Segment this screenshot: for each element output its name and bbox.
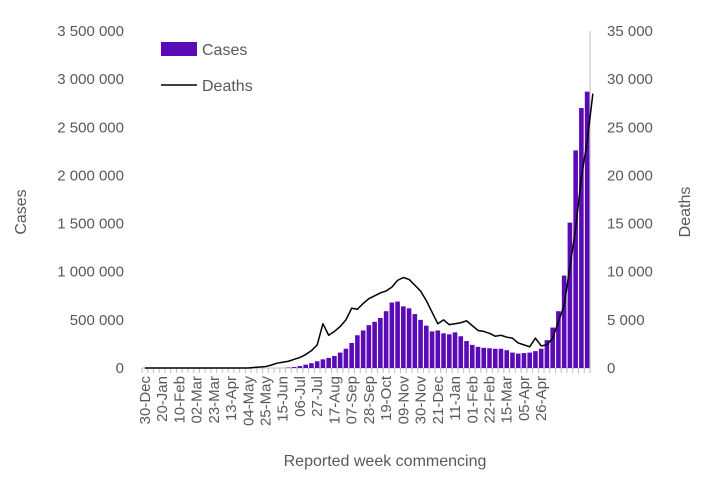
y-left-tick-label: 2 000 000 — [57, 167, 124, 184]
cases-bar — [539, 349, 544, 368]
cases-bar — [321, 359, 326, 368]
cases-bar — [493, 349, 498, 368]
cases-bar — [292, 367, 297, 368]
y-right-tick-label: 15 000 — [607, 216, 653, 233]
x-tick-label: 25-May — [257, 376, 274, 427]
cases-bar — [303, 365, 308, 368]
legend-cases-swatch — [161, 42, 197, 56]
cases-bar — [326, 358, 331, 368]
legend: Cases Deaths — [161, 42, 253, 95]
cases-bar — [338, 353, 343, 368]
y-axis-title-right: Deaths — [677, 187, 694, 238]
cases-bar — [481, 348, 486, 368]
cases-bar — [562, 276, 567, 368]
cases-bar — [476, 347, 481, 368]
cases-bar — [418, 320, 423, 368]
cases-bar — [522, 353, 527, 368]
x-tick-label: 19-Oct — [378, 375, 395, 421]
x-tick-label: 06-Jul — [292, 376, 309, 417]
y-right-tick-label: 10 000 — [607, 264, 653, 281]
cases-bar — [361, 330, 366, 368]
y-left-tick-label: 1 000 000 — [57, 264, 124, 281]
y-right-tick-label: 35 000 — [607, 23, 653, 40]
cases-bar — [315, 361, 320, 368]
x-tick-label: 10-Feb — [171, 376, 188, 424]
cases-bar — [390, 303, 395, 368]
legend-deaths-label: Deaths — [202, 78, 253, 95]
cases-bar — [447, 334, 452, 368]
cases-bar — [533, 351, 538, 368]
cases-bar — [298, 366, 303, 368]
x-tick-label: 28-Sep — [361, 376, 378, 424]
cases-bar — [430, 331, 435, 368]
x-tick-label: 27-Jul — [309, 376, 326, 417]
cases-bar — [573, 150, 578, 368]
cases-bar — [384, 311, 389, 368]
y-left-tick-label: 500 000 — [70, 312, 124, 329]
x-tick-label: 07-Sep — [344, 376, 361, 424]
cases-bar — [568, 223, 573, 368]
y-left-tick-label: 2 500 000 — [57, 119, 124, 136]
x-tick-label: 20-Jan — [154, 376, 171, 422]
x-tick-label: 17-Aug — [326, 376, 343, 424]
cases-bar — [579, 108, 584, 368]
x-tick-label: 15-Mar — [499, 376, 516, 424]
x-tick-label: 01-Feb — [464, 376, 481, 424]
x-axis-title: Reported week commencing — [284, 453, 487, 470]
cases-bar — [407, 308, 412, 368]
y-left-tick-label: 3 000 000 — [57, 71, 124, 88]
cases-bar — [458, 336, 463, 368]
cases-bar — [344, 349, 349, 368]
cases-bar — [470, 345, 475, 368]
y-right-tick-label: 5 000 — [607, 312, 645, 329]
x-tick-label: 09-Nov — [395, 376, 412, 425]
cases-bar — [424, 326, 429, 368]
x-tick-label: 15-Jun — [275, 376, 292, 422]
cases-bar — [527, 353, 532, 368]
x-tick-label: 30-Nov — [413, 376, 430, 425]
cases-bar — [309, 363, 314, 368]
cases-bar — [504, 350, 509, 368]
cases-bar — [378, 318, 383, 368]
y-axis-title-left: Cases — [13, 189, 30, 234]
y-right-tick-label: 30 000 — [607, 71, 653, 88]
y-left-tick-label: 1 500 000 — [57, 216, 124, 233]
cases-bar — [395, 302, 400, 368]
x-tick-label: 02-Mar — [189, 376, 206, 424]
x-tick-label: 11-Jan — [447, 376, 464, 421]
y-right-tick-label: 20 000 — [607, 167, 653, 184]
cases-bar — [332, 356, 337, 368]
legend-cases-label: Cases — [202, 42, 247, 59]
x-tick-label: 13-Apr — [223, 376, 240, 421]
cases-bar — [349, 343, 354, 368]
y-right-tick-label: 0 — [607, 360, 615, 377]
cases-bar — [516, 354, 521, 368]
x-tick-label: 23-Mar — [206, 376, 223, 424]
y-left-tick-label: 0 — [116, 360, 124, 377]
cases-bars — [286, 92, 589, 368]
cases-bar — [355, 335, 360, 368]
x-tick-label: 22-Feb — [481, 376, 498, 424]
x-tick-label: 21-Dec — [430, 376, 447, 425]
cases-bar — [453, 332, 458, 368]
x-tick-label: 30-Dec — [137, 376, 154, 425]
cases-bar — [510, 353, 515, 368]
x-tick-label: 05-Apr — [516, 376, 533, 421]
x-tick-label: 04-May — [240, 376, 257, 427]
x-tick-label: 26-Apr — [533, 376, 550, 421]
cases-bar — [499, 349, 504, 368]
cases-bar — [464, 341, 469, 368]
y-right-tick-label: 25 000 — [607, 119, 653, 136]
y-left-tick-label: 3 500 000 — [57, 23, 124, 40]
cases-bar — [372, 322, 377, 368]
cases-bar — [487, 348, 492, 368]
cases-bar — [367, 325, 372, 368]
cases-bar — [401, 306, 406, 368]
cases-bar — [435, 330, 440, 368]
cases-bar — [441, 333, 446, 368]
cases-bar — [413, 314, 418, 368]
